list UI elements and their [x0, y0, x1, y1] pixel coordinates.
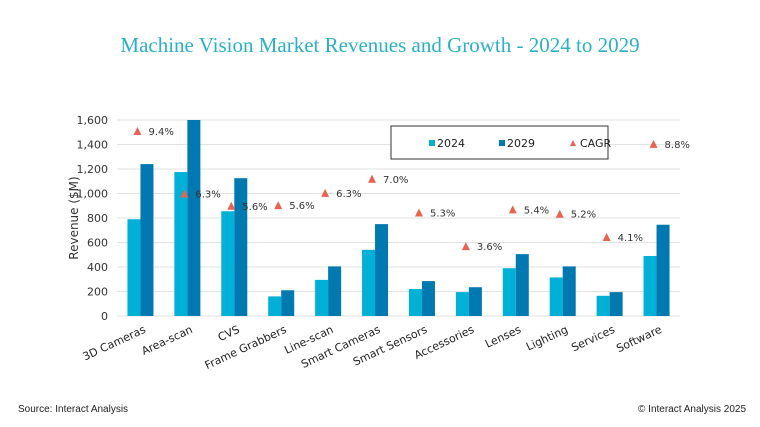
cagr-label: 5.6% [242, 202, 267, 213]
x-tick-label: CVS [216, 323, 242, 344]
cagr-label: 5.2% [571, 210, 596, 221]
bar-2024 [502, 268, 516, 316]
cagr-triangle-icon [133, 127, 142, 136]
bar-2029 [281, 290, 295, 316]
bar-2024 [408, 289, 422, 316]
bar-2029 [421, 281, 435, 316]
cagr-label: 3.6% [477, 242, 502, 253]
cagr-triangle-icon [180, 189, 189, 198]
y-tick-label: 1,600 [77, 114, 109, 127]
bar-2029 [328, 266, 342, 316]
cagr-markers: 9.4% 6.3% 5.6% 5.6% 6.3% 7.0% 5.3% 3.6% 5.4% 5.2%… [133, 127, 690, 253]
bar-2029 [140, 164, 154, 316]
bar-2029 [375, 224, 389, 316]
cagr-label: 5.3% [430, 208, 455, 219]
cagr-triangle-icon [368, 174, 377, 183]
bar-2024 [268, 296, 282, 316]
x-tick-label: Area-scan [140, 323, 195, 358]
cagr-triangle-icon [555, 209, 564, 218]
cagr-label: 8.8% [665, 140, 690, 151]
cagr-label: 6.3% [336, 189, 361, 200]
cagr-label: 7.0% [383, 175, 408, 186]
legend-triangle-icon [570, 140, 576, 146]
legend-label-2024: 2024 [437, 137, 465, 150]
legend-label-2029: 2029 [507, 137, 535, 150]
y-tick-label: 200 [87, 286, 108, 299]
cagr-label: 5.4% [524, 205, 549, 216]
bar-2024 [127, 219, 141, 316]
cagr-triangle-icon [274, 201, 283, 210]
y-tick-label: 1,400 [77, 139, 109, 152]
bar-2024 [643, 255, 657, 316]
bars [127, 120, 670, 316]
legend-swatch-2024 [429, 140, 435, 146]
cagr-triangle-icon [602, 232, 611, 241]
legend-label-cagr: CAGR [580, 137, 612, 150]
y-tick-label: 0 [101, 310, 108, 323]
x-tick-label: Software [614, 323, 664, 355]
bar-2029 [609, 292, 623, 316]
legend: 2024 2029 CAGR [390, 125, 612, 160]
gridlines [117, 119, 680, 317]
cagr-triangle-icon [461, 242, 470, 251]
bar-2029 [234, 178, 248, 316]
cagr-triangle-icon [414, 208, 423, 217]
cagr-label: 4.1% [618, 233, 643, 244]
bar-2024 [221, 211, 235, 316]
cagr-label: 6.3% [195, 190, 220, 201]
x-tick-label: Lighting [524, 323, 570, 354]
x-tick-label: Services [569, 323, 617, 354]
y-axis-label: Revenue ($M) [67, 176, 81, 259]
bar-2029 [656, 224, 670, 316]
cagr-triangle-icon [227, 201, 236, 210]
bar-2024 [455, 292, 469, 316]
x-tick-label: Smart Cameras [299, 323, 382, 371]
bar-2024 [174, 172, 188, 316]
bar-2029 [468, 287, 482, 316]
y-tick-label: 1,000 [77, 188, 109, 201]
x-tick-label: 3D Cameras [81, 323, 148, 364]
cagr-triangle-icon [649, 139, 658, 148]
y-tick-label: 600 [87, 237, 108, 250]
y-tick-label: 800 [87, 212, 108, 225]
cagr-triangle-icon [508, 205, 517, 214]
bar-2024 [362, 249, 376, 316]
bar-2024 [315, 279, 329, 316]
bar-2024 [549, 277, 563, 316]
y-tick-label: 400 [87, 261, 108, 274]
copyright-note: © Interact Analysis 2025 [638, 404, 746, 415]
x-tick-label: Lenses [483, 323, 523, 351]
x-tick-label: Frame Grabbers [203, 323, 289, 372]
bar-2029 [187, 120, 201, 316]
y-axis-ticks: 0 200 400 600 800 1,000 1,200 1,400 1,600 [77, 114, 109, 323]
source-note: Source: Interact Analysis [18, 404, 129, 415]
chart-title: Machine Vision Market Revenues and Growt… [120, 33, 640, 57]
cagr-triangle-icon [321, 188, 330, 197]
bar-2029 [562, 266, 576, 316]
y-tick-label: 1,200 [77, 163, 109, 176]
cagr-label: 9.4% [148, 127, 173, 138]
bar-2029 [515, 254, 529, 316]
cagr-label: 5.6% [289, 201, 314, 212]
legend-swatch-2029 [499, 140, 505, 146]
bar-2024 [596, 295, 610, 316]
